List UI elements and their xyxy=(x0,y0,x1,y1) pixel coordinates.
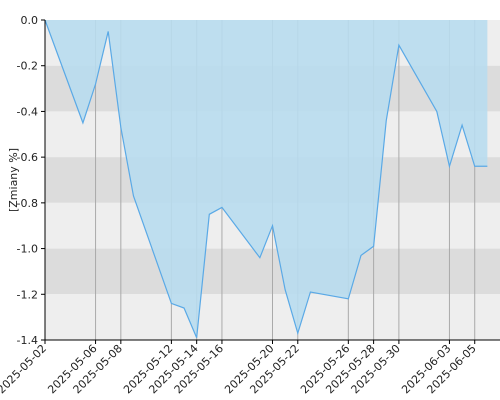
series-line xyxy=(44,19,488,338)
y-tick-label: -1.0 xyxy=(17,243,38,256)
y-tick-label: 0.0 xyxy=(21,14,39,27)
y-tick-label: -0.6 xyxy=(17,151,38,164)
y-tick-label: -1.2 xyxy=(17,288,38,301)
y-tick-label: -1.4 xyxy=(17,334,38,347)
y-axis-label: [Zmiany %] xyxy=(7,148,20,212)
y-tick-label: -0.4 xyxy=(17,105,38,118)
x-axis-ticks: 2025-05-022025-05-062025-05-082025-05-12… xyxy=(0,340,479,396)
x-tick-label: 2025-05-02 xyxy=(0,342,49,396)
y-tick-label: -0.8 xyxy=(17,197,38,210)
y-axis-ticks: 0.0 -0.2 -0.4 -0.6 -0.8 -1.0 -1.2 -1.4 xyxy=(17,14,45,347)
y-tick-label: -0.2 xyxy=(17,60,38,73)
